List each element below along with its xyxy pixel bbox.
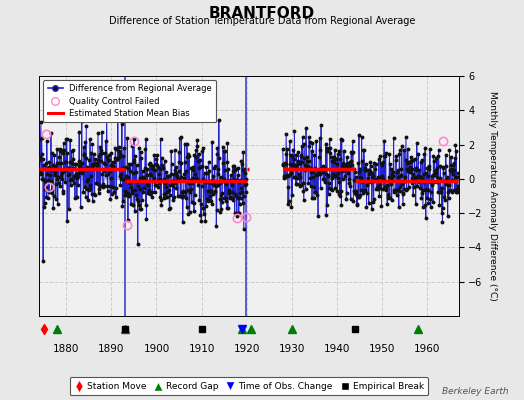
Legend: Difference from Regional Average, Quality Control Failed, Estimated Station Mean: Difference from Regional Average, Qualit… (43, 80, 216, 122)
Text: Berkeley Earth: Berkeley Earth (442, 387, 508, 396)
Legend: Station Move, Record Gap, Time of Obs. Change, Empirical Break: Station Move, Record Gap, Time of Obs. C… (70, 378, 428, 396)
Text: Difference of Station Temperature Data from Regional Average: Difference of Station Temperature Data f… (109, 16, 415, 26)
Text: BRANTFORD: BRANTFORD (209, 6, 315, 21)
Y-axis label: Monthly Temperature Anomaly Difference (°C): Monthly Temperature Anomaly Difference (… (488, 91, 497, 301)
